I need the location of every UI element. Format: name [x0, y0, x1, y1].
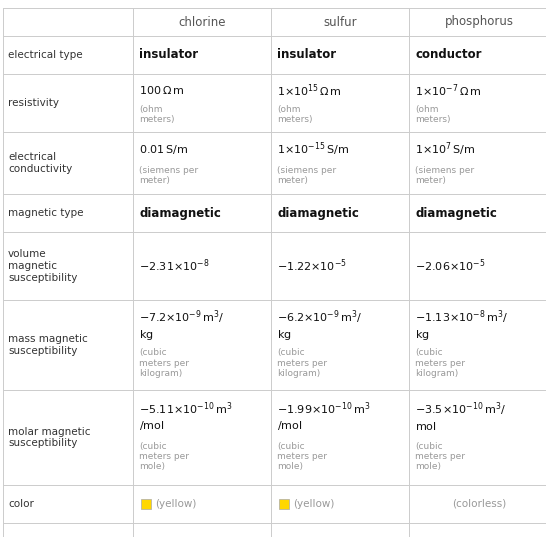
Text: $1{\times}10^{-15}\,\mathrm{S/m}$: $1{\times}10^{-15}\,\mathrm{S/m}$: [277, 141, 349, 158]
Text: conductor: conductor: [415, 48, 482, 62]
Text: $-5.11{\times}10^{-10}\,\mathrm{m^3}$
$/\mathrm{mol}$: $-5.11{\times}10^{-10}\,\mathrm{m^3}$ $/…: [139, 401, 233, 432]
Text: $100\,\Omega\,\mathrm{m}$: $100\,\Omega\,\mathrm{m}$: [139, 84, 185, 96]
Text: chlorine: chlorine: [178, 16, 225, 28]
Text: volume
magnetic
susceptibility: volume magnetic susceptibility: [8, 249, 78, 282]
Text: $-1.13{\times}10^{-8}\,\mathrm{m^3/}$
$\mathrm{kg}$: $-1.13{\times}10^{-8}\,\mathrm{m^3/}$ $\…: [415, 308, 508, 342]
Text: (cubic
meters per
kilogram): (cubic meters per kilogram): [139, 348, 189, 378]
Text: (ohm
meters): (ohm meters): [277, 105, 312, 124]
Text: $-1.99{\times}10^{-10}\,\mathrm{m^3}$
$/\mathrm{mol}$: $-1.99{\times}10^{-10}\,\mathrm{m^3}$ $/…: [277, 401, 370, 432]
Text: insulator: insulator: [139, 48, 198, 62]
Text: insulator: insulator: [277, 48, 336, 62]
Text: (ohm
meters): (ohm meters): [415, 105, 450, 124]
Text: 1.001111: 1.001111: [277, 535, 339, 537]
Text: diamagnetic: diamagnetic: [139, 207, 221, 220]
Text: color: color: [8, 499, 34, 509]
Text: molar magnetic
susceptibility: molar magnetic susceptibility: [8, 427, 91, 448]
Text: electrical
conductivity: electrical conductivity: [8, 152, 72, 174]
Text: (cubic
meters per
mole): (cubic meters per mole): [415, 441, 465, 471]
Text: $1{\times}10^{7}\,\mathrm{S/m}$: $1{\times}10^{7}\,\mathrm{S/m}$: [415, 141, 476, 158]
Text: phosphorus: phosphorus: [444, 16, 513, 28]
Text: 1.000773: 1.000773: [139, 535, 200, 537]
Text: magnetic type: magnetic type: [8, 208, 84, 218]
Text: (siemens per
meter): (siemens per meter): [139, 166, 198, 185]
Text: sulfur: sulfur: [323, 16, 357, 28]
Text: (colorless): (colorless): [452, 499, 506, 509]
Text: diamagnetic: diamagnetic: [415, 207, 497, 220]
Text: $-2.06{\times}10^{-5}$: $-2.06{\times}10^{-5}$: [415, 258, 485, 274]
Text: mass magnetic
susceptibility: mass magnetic susceptibility: [8, 334, 88, 356]
Text: (yellow): (yellow): [293, 499, 334, 509]
Text: (cubic
meters per
mole): (cubic meters per mole): [277, 441, 327, 471]
Text: (cubic
meters per
kilogram): (cubic meters per kilogram): [277, 348, 327, 378]
Text: (ohm
meters): (ohm meters): [139, 105, 175, 124]
Text: 1.001212: 1.001212: [415, 535, 477, 537]
Text: $-1.22{\times}10^{-5}$: $-1.22{\times}10^{-5}$: [277, 258, 347, 274]
Text: diamagnetic: diamagnetic: [277, 207, 359, 220]
Text: resistivity: resistivity: [8, 98, 59, 108]
Text: $-6.2{\times}10^{-9}\,\mathrm{m^3/}$
$\mathrm{kg}$: $-6.2{\times}10^{-9}\,\mathrm{m^3/}$ $\m…: [277, 308, 363, 342]
Text: $-7.2{\times}10^{-9}\,\mathrm{m^3/}$
$\mathrm{kg}$: $-7.2{\times}10^{-9}\,\mathrm{m^3/}$ $\m…: [139, 308, 224, 342]
Bar: [141, 499, 151, 509]
Text: $-2.31{\times}10^{-8}$: $-2.31{\times}10^{-8}$: [139, 258, 210, 274]
Text: $-3.5{\times}10^{-10}\,\mathrm{m^3/}$
$\mathrm{mol}$: $-3.5{\times}10^{-10}\,\mathrm{m^3/}$ $\…: [415, 401, 506, 432]
Text: $1{\times}10^{15}\,\Omega\,\mathrm{m}$: $1{\times}10^{15}\,\Omega\,\mathrm{m}$: [277, 82, 342, 99]
Text: (siemens per
meter): (siemens per meter): [415, 166, 474, 185]
Text: (cubic
meters per
kilogram): (cubic meters per kilogram): [415, 348, 465, 378]
Text: (siemens per
meter): (siemens per meter): [277, 166, 336, 185]
Text: $0.01\,\mathrm{S/m}$: $0.01\,\mathrm{S/m}$: [139, 143, 188, 156]
Text: electrical type: electrical type: [8, 50, 82, 60]
Text: (yellow): (yellow): [155, 499, 197, 509]
Text: (cubic
meters per
mole): (cubic meters per mole): [139, 441, 189, 471]
Text: $1{\times}10^{-7}\,\Omega\,\mathrm{m}$: $1{\times}10^{-7}\,\Omega\,\mathrm{m}$: [415, 82, 482, 99]
Bar: [279, 499, 289, 509]
